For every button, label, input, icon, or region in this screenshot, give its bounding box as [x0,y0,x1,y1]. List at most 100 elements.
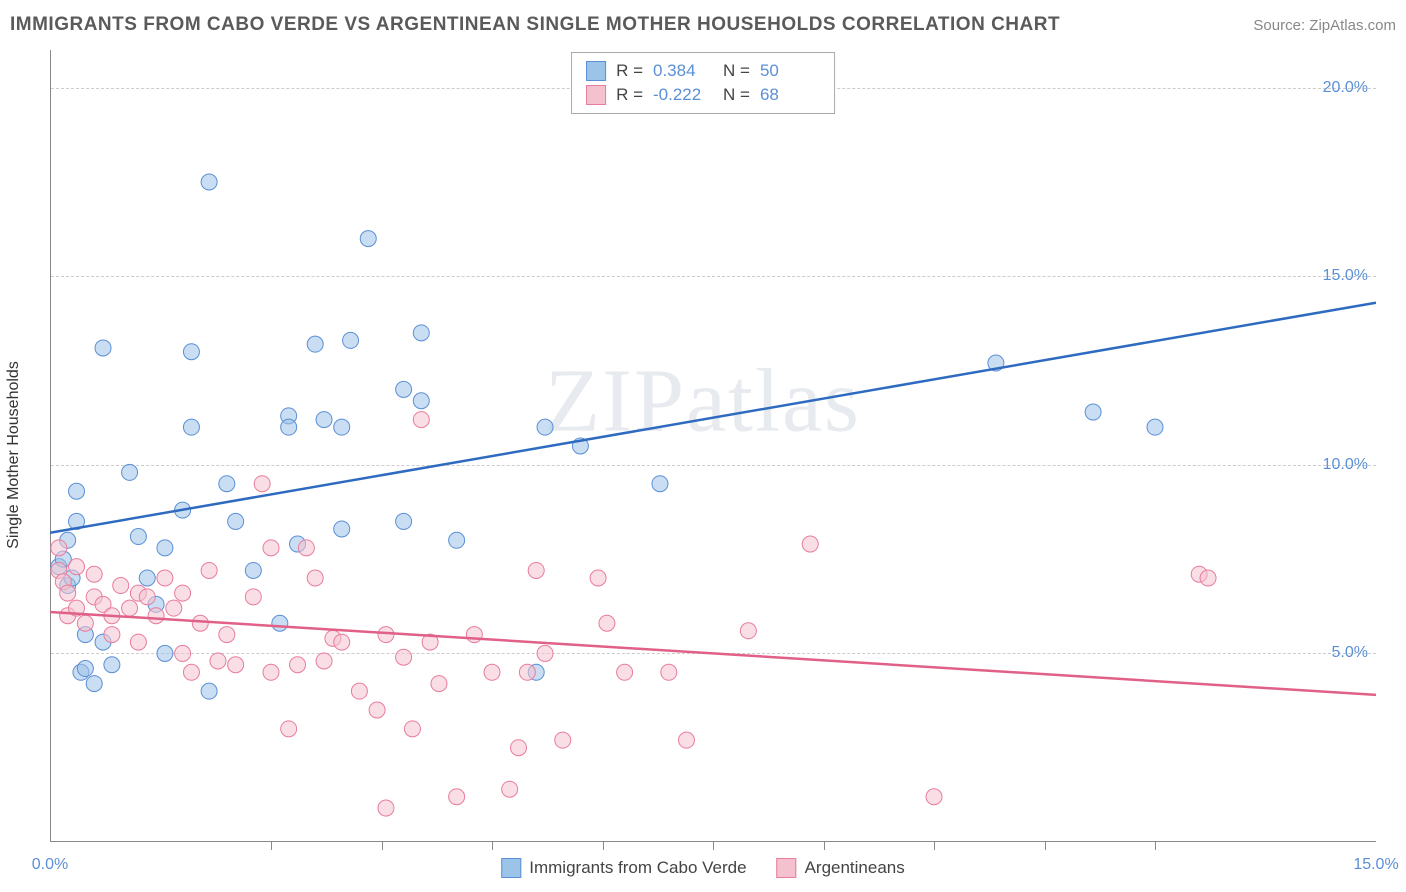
data-point [113,578,129,594]
correlation-legend-row: R =0.384N =50 [586,59,820,83]
r-value: 0.384 [653,61,713,81]
data-point [519,664,535,680]
correlation-legend: R =0.384N =50R =-0.222N =68 [571,52,835,114]
data-point [272,615,288,631]
data-point [245,562,261,578]
data-point [484,664,500,680]
data-point [298,540,314,556]
legend-label: Immigrants from Cabo Verde [529,858,746,878]
legend-swatch [586,85,606,105]
data-point [245,589,261,605]
source-name: ZipAtlas.com [1309,17,1396,34]
data-point [219,476,235,492]
trend-line [50,612,1376,695]
xtick-mark [271,842,272,850]
data-point [86,676,102,692]
data-point [69,483,85,499]
data-point [449,532,465,548]
trend-line [50,303,1376,533]
data-point [77,615,93,631]
data-point [201,683,217,699]
legend-item: Argentineans [777,858,905,878]
xtick-mark [1045,842,1046,850]
data-point [201,174,217,190]
data-point [254,476,270,492]
r-label: R = [616,85,643,105]
source-prefix: Source: [1253,17,1309,34]
data-point [183,419,199,435]
xtick-mark [492,842,493,850]
data-point [617,664,633,680]
data-point [60,585,76,601]
data-point [599,615,615,631]
legend-swatch [586,61,606,81]
legend-swatch [501,858,521,878]
data-point [528,562,544,578]
legend-swatch [777,858,797,878]
data-point [652,476,668,492]
data-point [175,645,191,661]
data-point [307,336,323,352]
data-point [307,570,323,586]
xtick-mark [382,842,383,850]
data-point [69,559,85,575]
n-label: N = [723,61,750,81]
data-point [157,645,173,661]
r-value: -0.222 [653,85,713,105]
data-point [334,419,350,435]
data-point [378,627,394,643]
y-axis-label: Single Mother Households [5,361,23,549]
scatter-plot-svg [50,50,1376,842]
data-point [802,536,818,552]
source-attribution: Source: ZipAtlas.com [1253,17,1396,34]
data-point [926,789,942,805]
data-point [228,513,244,529]
data-point [537,419,553,435]
data-point [51,540,67,556]
series-legend: Immigrants from Cabo Verde Argentineans [501,858,905,878]
xtick-label: 15.0% [1353,856,1398,874]
r-label: R = [616,61,643,81]
chart-title: IMMIGRANTS FROM CABO VERDE VS ARGENTINEA… [10,14,1060,36]
data-point [590,570,606,586]
xtick-label: 0.0% [32,856,68,874]
data-point [183,664,199,680]
data-point [466,627,482,643]
xtick-mark [934,842,935,850]
data-point [378,800,394,816]
data-point [157,570,173,586]
data-point [369,702,385,718]
data-point [449,789,465,805]
data-point [413,325,429,341]
data-point [661,664,677,680]
data-point [404,721,420,737]
data-point [281,721,297,737]
data-point [431,676,447,692]
chart-header: IMMIGRANTS FROM CABO VERDE VS ARGENTINEA… [10,10,1396,40]
n-label: N = [723,85,750,105]
data-point [166,600,182,616]
data-point [537,645,553,661]
data-point [334,521,350,537]
legend-item: Immigrants from Cabo Verde [501,858,746,878]
data-point [104,627,120,643]
data-point [122,600,138,616]
data-point [316,412,332,428]
data-point [396,513,412,529]
data-point [502,781,518,797]
data-point [740,623,756,639]
xtick-mark [713,842,714,850]
data-point [351,683,367,699]
data-point [396,649,412,665]
data-point [95,340,111,356]
n-value: 68 [760,85,820,105]
data-point [210,653,226,669]
data-point [1085,404,1101,420]
data-point [263,664,279,680]
data-point [183,344,199,360]
data-point [396,381,412,397]
data-point [130,529,146,545]
xtick-mark [824,842,825,850]
data-point [139,570,155,586]
data-point [157,540,173,556]
